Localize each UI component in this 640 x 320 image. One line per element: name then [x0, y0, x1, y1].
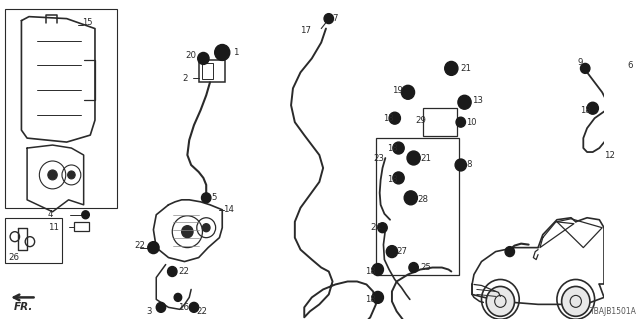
Circle shape [407, 151, 420, 165]
Text: 8: 8 [467, 160, 472, 170]
Circle shape [587, 102, 598, 114]
Text: 12: 12 [604, 150, 615, 160]
Text: 18: 18 [365, 267, 375, 276]
Circle shape [409, 262, 419, 273]
Text: 7: 7 [333, 14, 338, 23]
Bar [202, 63, 213, 79]
Text: 25: 25 [420, 263, 431, 272]
Circle shape [445, 61, 458, 76]
Circle shape [48, 170, 57, 180]
Text: 13: 13 [472, 96, 483, 105]
Circle shape [378, 223, 387, 233]
Bar [423, 108, 457, 136]
Circle shape [324, 14, 333, 24]
Circle shape [389, 112, 401, 124]
Text: 5: 5 [212, 193, 218, 202]
Circle shape [614, 61, 628, 76]
Bar [198, 60, 225, 82]
Circle shape [148, 242, 159, 253]
Circle shape [82, 211, 90, 219]
Text: 3: 3 [147, 307, 152, 316]
Circle shape [372, 264, 383, 276]
Bar [5, 218, 62, 262]
Circle shape [174, 293, 182, 301]
Text: 11: 11 [48, 223, 59, 232]
Text: 22: 22 [134, 241, 145, 250]
Text: 21: 21 [420, 154, 431, 163]
Text: 26: 26 [8, 253, 19, 262]
Circle shape [387, 246, 397, 258]
Text: 4: 4 [48, 210, 53, 219]
Text: 15: 15 [82, 18, 92, 27]
Bar [74, 222, 90, 231]
Circle shape [486, 286, 515, 316]
Circle shape [189, 302, 198, 312]
Text: 6: 6 [628, 61, 633, 70]
Circle shape [156, 302, 166, 312]
Text: 14: 14 [223, 205, 234, 214]
Circle shape [505, 247, 515, 257]
Text: 22: 22 [196, 307, 208, 316]
Text: 18: 18 [387, 175, 398, 184]
Circle shape [562, 286, 590, 316]
Circle shape [372, 292, 383, 303]
Circle shape [455, 159, 467, 171]
Text: 2: 2 [182, 74, 188, 83]
Text: 18: 18 [383, 114, 394, 123]
Bar [376, 138, 459, 276]
Text: 22: 22 [178, 267, 189, 276]
Text: 24: 24 [371, 223, 381, 232]
Circle shape [202, 193, 211, 203]
Text: TBAJB1501A: TBAJB1501A [590, 307, 637, 316]
Circle shape [202, 224, 210, 232]
Text: 20: 20 [186, 51, 196, 60]
Text: 1: 1 [232, 48, 238, 57]
Text: 18: 18 [387, 144, 398, 153]
Text: 28: 28 [417, 195, 428, 204]
Text: 18: 18 [365, 295, 375, 304]
Circle shape [401, 85, 415, 99]
Text: 9: 9 [578, 58, 583, 67]
Circle shape [628, 118, 640, 132]
Circle shape [214, 44, 230, 60]
Text: 17: 17 [301, 26, 312, 35]
Text: 21: 21 [461, 64, 472, 73]
Circle shape [580, 63, 590, 73]
Text: 23: 23 [373, 154, 384, 163]
Text: 16: 16 [178, 303, 189, 312]
Circle shape [68, 171, 75, 179]
Circle shape [182, 226, 193, 238]
Text: 29: 29 [415, 116, 426, 125]
Text: 10: 10 [467, 118, 477, 127]
Circle shape [456, 117, 465, 127]
Text: 18: 18 [580, 106, 591, 115]
Circle shape [458, 95, 471, 109]
Text: 27: 27 [397, 247, 408, 256]
Circle shape [404, 191, 417, 205]
Circle shape [393, 142, 404, 154]
Text: 19: 19 [392, 86, 403, 95]
Circle shape [393, 172, 404, 184]
Bar [5, 9, 116, 208]
Circle shape [168, 267, 177, 276]
Text: FR.: FR. [14, 302, 33, 312]
Circle shape [198, 52, 209, 64]
